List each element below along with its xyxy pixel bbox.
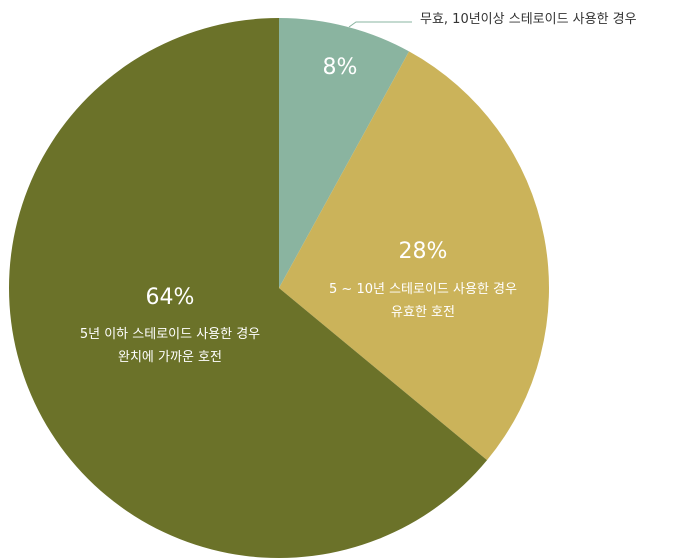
- pie-slice: [279, 18, 410, 288]
- category-label: 5년 이하 스테로이드 사용한 경우 완치에 가까운 호전: [80, 327, 260, 365]
- pie-slice: [279, 51, 549, 461]
- value-label: 8%: [323, 55, 358, 80]
- value-label: 64%: [146, 285, 195, 310]
- category-label: 5 ~ 10년 스테로이드 사용한 경우 유효한 호전: [329, 282, 517, 320]
- category-label: 무효, 10년이상 스테로이드 사용한 경우: [420, 12, 637, 27]
- value-label: 28%: [399, 239, 448, 264]
- leader-line: [348, 21, 412, 28]
- pie-slice: [8, 18, 488, 559]
